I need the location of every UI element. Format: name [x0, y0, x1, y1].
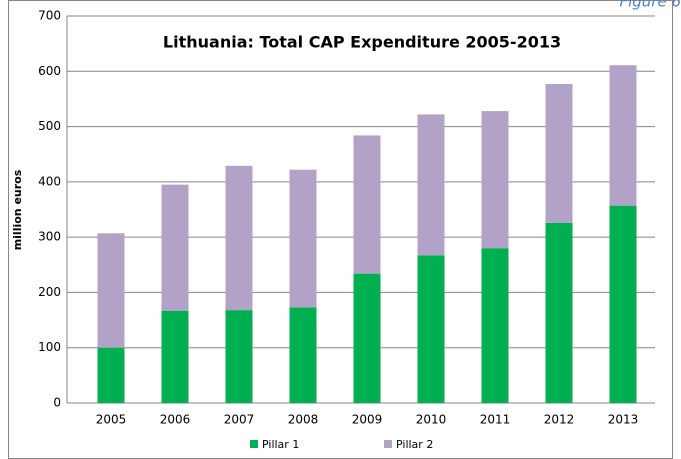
- y-tick-label: 0: [53, 396, 61, 410]
- x-tick-label: 2009: [352, 413, 383, 427]
- x-tick-label: 2012: [544, 413, 575, 427]
- x-tick-label: 2011: [480, 413, 511, 427]
- bar-segment: [417, 114, 445, 256]
- bar-segment: [609, 65, 637, 206]
- figure-label: Figure 6: [619, 0, 681, 11]
- x-tick-label: 2005: [96, 413, 127, 427]
- bar-segment: [481, 248, 509, 403]
- bar-segment: [161, 310, 189, 403]
- bar-segment: [353, 135, 381, 274]
- x-tick-label: 2007: [224, 413, 255, 427]
- y-tick-label: 600: [38, 64, 61, 78]
- x-tick-label: 2010: [416, 413, 447, 427]
- x-tick-label: 2006: [160, 413, 191, 427]
- bar-segment: [417, 255, 445, 403]
- bar-segment: [225, 310, 253, 403]
- y-axis-label: million euros: [11, 169, 24, 250]
- legend-label: Pillar 1: [262, 438, 299, 451]
- bar-segment: [97, 233, 125, 348]
- bar-segment: [289, 307, 317, 403]
- bar-segment: [289, 169, 317, 308]
- bar-segment: [353, 273, 381, 403]
- x-tick-label: 2008: [288, 413, 319, 427]
- y-tick-label: 300: [38, 230, 61, 244]
- legend-swatch: [384, 440, 392, 448]
- y-tick-label: 100: [38, 340, 61, 354]
- bar-segment: [545, 222, 573, 403]
- bar-segment: [225, 165, 253, 311]
- y-tick-label: 500: [38, 119, 61, 133]
- legend-swatch: [250, 440, 258, 448]
- y-tick-label: 400: [38, 174, 61, 188]
- bar-segment: [609, 205, 637, 403]
- y-tick-label: 700: [38, 9, 61, 23]
- bar-segment: [545, 84, 573, 223]
- legend-label: Pillar 2: [396, 438, 433, 451]
- chart-title: Lithuania: Total CAP Expenditure 2005-20…: [163, 33, 561, 52]
- x-tick-label: 2013: [608, 413, 639, 427]
- bar-segment: [481, 111, 509, 249]
- y-tick-label: 200: [38, 285, 61, 299]
- bar-segment: [97, 347, 125, 403]
- bar-segment: [161, 184, 189, 311]
